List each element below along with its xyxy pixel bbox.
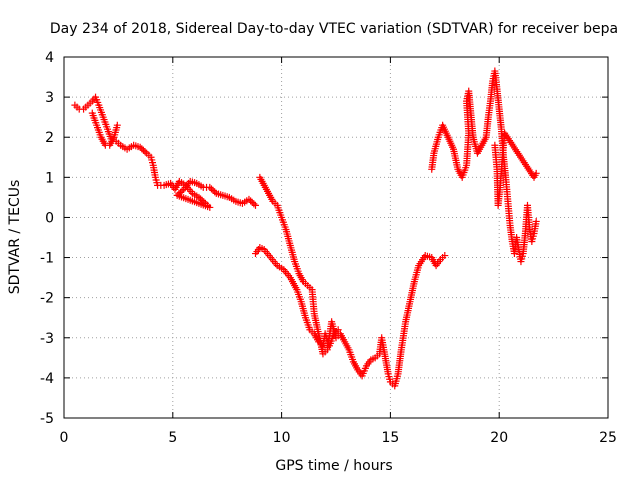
y-tick-label: -4 [40,371,54,387]
y-tick-label: 1 [45,170,54,186]
data-point [247,197,255,205]
data-point [195,193,203,201]
data-point [248,198,256,206]
data-point [175,190,183,198]
data-point [113,121,121,129]
data-point [441,252,449,260]
y-tick-label: 0 [45,210,54,226]
y-tick-label: 3 [45,90,54,106]
y-tick-label: -5 [40,411,54,427]
y-axis-label: SDTVAR / TECUs [7,180,23,295]
data-point [176,188,184,196]
data-point [250,200,258,208]
data-point [178,187,186,195]
y-tick-label: -2 [40,291,54,307]
x-axis-label: GPS time / hours [275,458,392,474]
y-tick-label: -1 [40,251,54,267]
x-tick-labels: 0 5 10 15 20 25 [60,430,617,446]
x-tick-label: 0 [60,430,69,446]
data-point [138,145,146,153]
data-point [173,191,181,199]
x-tick-label: 20 [490,430,508,446]
data-point [206,183,214,191]
data-point [532,169,540,177]
x-tick-label: 25 [599,430,617,446]
y-tick-labels: 4 3 2 1 0 -1 -2 -3 -4 -5 [40,50,54,427]
y-tick-label: 2 [45,130,54,146]
data-point [198,196,206,204]
data-point [139,146,147,154]
data-point [211,188,219,196]
chart-title: Day 234 of 2018, Sidereal Day-to-day VTE… [50,21,618,37]
y-tick-label: -3 [40,331,54,347]
data-point [207,185,215,193]
data-point [141,148,149,156]
x-tick-label: 15 [381,430,399,446]
x-tick-label: 5 [168,430,177,446]
x-tick-label: 10 [273,430,291,446]
axis-ticks [63,56,609,419]
data-point [209,186,217,194]
data-point [136,143,144,151]
data-point [251,201,259,209]
plot-frame [63,56,609,419]
data-point [245,195,253,203]
data-points [71,67,540,390]
y-tick-label: 4 [45,50,54,66]
data-point [532,217,540,225]
data-point [334,326,342,334]
